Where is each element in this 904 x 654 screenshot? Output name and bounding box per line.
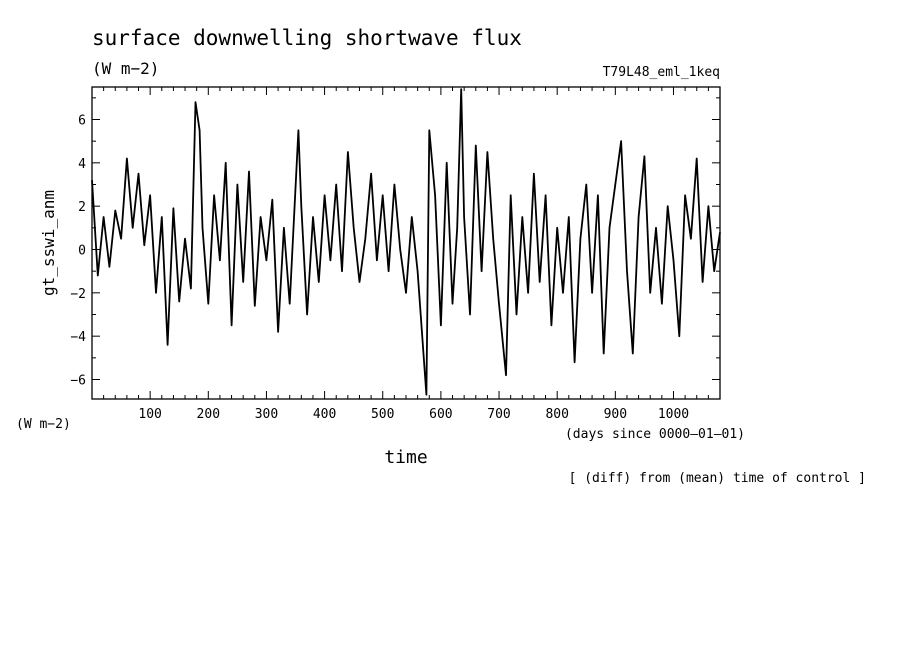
- y-tick-label: 4: [78, 157, 86, 172]
- y-tick-label: −4: [70, 330, 86, 345]
- ticks: [92, 87, 720, 399]
- x-axis-label: time: [384, 447, 427, 468]
- y-axis-label: gt_sswi_anm: [39, 190, 58, 296]
- x-tick-label: 800: [545, 407, 568, 422]
- y-tick-label: 2: [78, 200, 86, 215]
- footnote: [ (diff) from (mean) time of control ]: [569, 471, 866, 486]
- x-tick-label: 700: [487, 407, 510, 422]
- x-tick-label: 500: [371, 407, 394, 422]
- series-layer: [91, 88, 721, 396]
- x-tick-label: 200: [197, 407, 220, 422]
- x-tick-label: 400: [313, 407, 336, 422]
- x-tick-label: 1000: [658, 407, 689, 422]
- x-tick-label: 900: [604, 407, 627, 422]
- chart-title: surface downwelling shortwave flux: [92, 26, 522, 50]
- y-tick-label: 6: [78, 114, 86, 129]
- y-tick-label: −2: [70, 287, 86, 302]
- x-units-label: (days since 0000–01–01): [565, 427, 745, 442]
- plot-frame: [91, 86, 721, 400]
- x-tick-label: 300: [255, 407, 278, 422]
- y-tick-label: 0: [78, 244, 86, 259]
- title-units: (W m−2): [92, 59, 159, 78]
- run-label: T79L48_eml_1keq: [603, 65, 720, 80]
- y-units-label: (W m−2): [16, 417, 71, 432]
- x-tick-label: 600: [429, 407, 452, 422]
- tick-labels: 100 200 300 400 500 600 700 800 900 1000 −6 −4 −2 0 2 4…: [70, 114, 689, 423]
- series-line-0: [91, 88, 721, 396]
- y-tick-label: −6: [70, 374, 86, 389]
- x-tick-label: 100: [138, 407, 161, 422]
